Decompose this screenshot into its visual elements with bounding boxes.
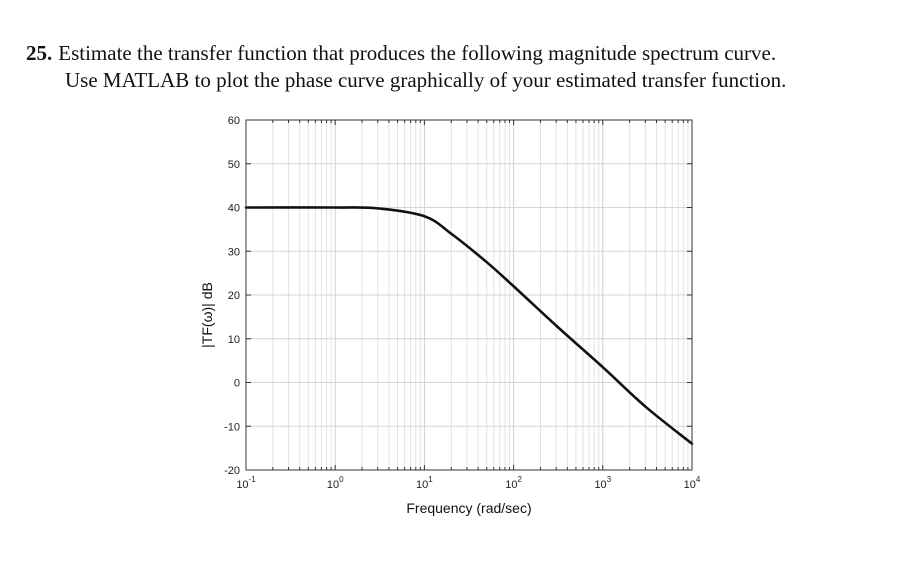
problem-line-2: Use MATLAB to plot the phase curve graph… bbox=[65, 68, 787, 92]
y-axis-label: |TF(ω)| dB bbox=[199, 282, 215, 348]
x-tick-label: 104 bbox=[684, 475, 701, 491]
y-tick-label: -20 bbox=[224, 465, 240, 477]
x-tick-label: 10-1 bbox=[236, 475, 256, 491]
y-tick-label: 30 bbox=[228, 246, 240, 258]
problem-number: 25. bbox=[26, 41, 53, 65]
y-tick-label: 10 bbox=[228, 334, 240, 346]
problem-line-1: Estimate the transfer function that prod… bbox=[58, 41, 777, 65]
y-tick-label: 20 bbox=[228, 290, 240, 302]
series-layer bbox=[244, 206, 694, 446]
plot-frame bbox=[245, 119, 693, 471]
x-tick-label: 103 bbox=[594, 475, 611, 491]
grid bbox=[245, 119, 692, 471]
y-tick-label: 50 bbox=[228, 159, 240, 171]
y-tick-label: 0 bbox=[234, 378, 240, 390]
y-axis-label-group: |TF(ω)| dB bbox=[199, 282, 215, 348]
y-tick-label: 60 bbox=[228, 115, 240, 127]
problem-statement: 25. Estimate the transfer function that p… bbox=[26, 40, 886, 94]
magnitude-series-line bbox=[244, 206, 694, 446]
x-tick-label: 100 bbox=[327, 475, 344, 491]
x-axis-label: Frequency (rad/sec) bbox=[406, 500, 531, 516]
x-tick-label: 101 bbox=[416, 475, 433, 491]
x-tick-label: 102 bbox=[505, 475, 522, 491]
y-tick-label: 40 bbox=[228, 203, 240, 215]
y-tick-label: -10 bbox=[224, 421, 240, 433]
